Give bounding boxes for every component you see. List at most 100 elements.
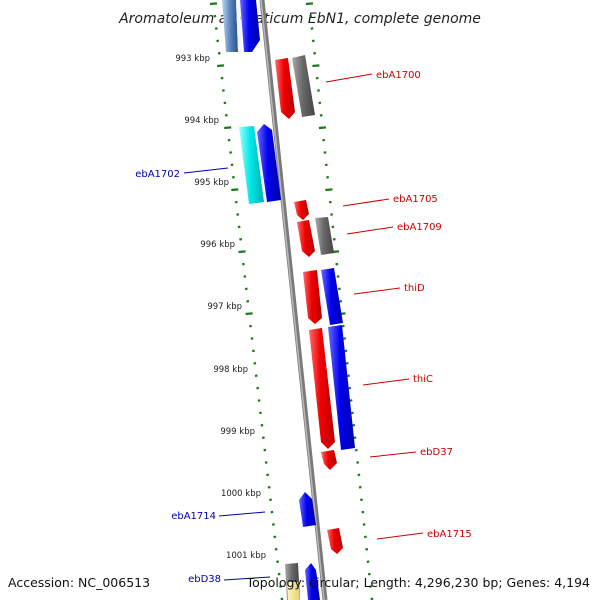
gene-arrow-ebA1700 <box>275 58 295 119</box>
scale-ticks <box>209 2 374 600</box>
tick-mark-outer <box>331 225 335 229</box>
tick-mark-outer <box>361 510 365 514</box>
tick-mark-inner <box>217 51 221 55</box>
tick-mark-inner <box>245 312 253 316</box>
tick-mark-inner <box>224 113 228 117</box>
gene-label-ebD37: ebD37 <box>420 447 453 458</box>
tick-mark-outer <box>317 89 320 92</box>
tick-mark-outer <box>354 448 358 452</box>
backbone-highlight <box>260 0 325 600</box>
tick-mark-outer <box>363 535 367 539</box>
tick-mark-inner <box>257 399 261 402</box>
gene-arrow-thiC <box>309 328 335 449</box>
tick-mark-inner <box>246 299 250 303</box>
tick-mark-inner <box>209 2 218 6</box>
tick-mark-outer <box>343 337 347 340</box>
tick-mark-inner <box>264 461 268 464</box>
tick-mark-outer <box>326 175 330 179</box>
tick-mark-outer <box>362 523 366 526</box>
gene-arrow-ebA1702 <box>239 126 264 204</box>
tick-mark-inner <box>234 200 238 204</box>
tick-mark-inner <box>269 498 272 502</box>
tick-mark-outer <box>315 76 319 80</box>
tick-mark-outer <box>336 275 340 278</box>
tick-mark-inner <box>237 225 241 229</box>
genome-backbone <box>259 0 328 600</box>
gene-label-ebA1705: ebA1705 <box>393 194 438 205</box>
gene-label-thiC: thiC <box>413 374 433 385</box>
tick-mark-inner <box>276 560 280 564</box>
tick-mark-inner <box>254 374 258 378</box>
gene-label-thiD: thiD <box>404 283 425 294</box>
tick-mark-inner <box>253 361 257 365</box>
label-line-thiC <box>362 378 410 386</box>
tick-mark-inner <box>266 473 270 477</box>
tick-mark-outer <box>344 349 348 353</box>
gene-arrow-ebA1705 <box>294 200 309 220</box>
tick-mark-outer <box>328 200 332 204</box>
tick-mark-inner <box>223 101 227 105</box>
tick-mark-inner <box>224 126 232 130</box>
tick-mark-inner <box>280 597 284 600</box>
tick-mark-outer <box>330 213 334 216</box>
gene-arrow-blue-5 <box>305 563 320 600</box>
label-line-ebA1714 <box>218 511 266 517</box>
tick-mark-outer <box>309 14 313 18</box>
gene-arrow-blue-2 <box>257 124 281 202</box>
tick-mark-inner <box>238 250 246 254</box>
tick-mark-outer <box>311 39 315 43</box>
gene-arrow-gray-1 <box>292 55 315 117</box>
tick-mark-inner <box>213 14 217 18</box>
tick-mark-outer <box>352 423 356 427</box>
tick-mark-outer <box>318 126 326 130</box>
tick-mark-inner <box>216 39 220 43</box>
tick-mark-inner <box>244 287 248 291</box>
tick-mark-inner <box>261 436 265 440</box>
tick-mark-outer <box>370 597 374 600</box>
tick-mark-inner <box>274 547 278 551</box>
tick-mark-outer <box>305 2 313 6</box>
label-line-thiD <box>353 287 401 295</box>
tick-mark-inner <box>230 163 234 167</box>
label-line-ebD37 <box>369 451 417 458</box>
tick-mark-inner <box>273 535 277 539</box>
tick-mark-inner <box>214 27 218 30</box>
gene-arrow-gray-2 <box>315 217 334 255</box>
tick-mark-inner <box>270 510 274 514</box>
tick-mark-inner <box>250 337 254 340</box>
tick-mark-outer <box>365 547 369 551</box>
tick-mark-outer <box>369 585 373 588</box>
tick-mark-inner <box>221 89 225 92</box>
kbp-label-995: 995 kbp <box>194 178 229 188</box>
gene-label-ebA1702: ebA1702 <box>135 169 180 180</box>
label-line-ebA1705 <box>342 198 390 207</box>
kbp-label-999: 999 kbp <box>220 427 255 437</box>
kbp-label-998: 998 kbp <box>213 365 248 375</box>
tick-mark-inner <box>260 423 264 427</box>
tick-mark-outer <box>347 374 350 378</box>
tick-mark-outer <box>366 560 370 564</box>
tick-mark-outer <box>319 113 323 117</box>
label-line-ebA1700 <box>325 73 373 83</box>
tick-mark-outer <box>312 64 320 68</box>
kbp-label-997: 997 kbp <box>207 302 242 312</box>
tick-mark-outer <box>350 411 354 415</box>
tick-mark-inner <box>241 262 245 266</box>
tick-mark-inner <box>267 485 271 489</box>
gene-arrow-ebD37 <box>321 450 337 470</box>
gene-label-ebD38: ebD38 <box>188 574 221 585</box>
topology-text: Topology: circular; Length: 4,296,230 bp… <box>246 575 590 590</box>
kbp-label-994: 994 kbp <box>184 116 219 126</box>
kbp-label-993: 993 kbp <box>175 54 210 64</box>
tick-mark-inner <box>251 349 255 353</box>
tick-mark-outer <box>323 151 327 154</box>
gene-arrow-yellow <box>287 582 300 600</box>
gene-arrow-blue-top <box>240 0 260 52</box>
label-line-ebA1702 <box>183 167 229 174</box>
kbp-label-996: 996 kbp <box>200 240 235 250</box>
tick-mark-outer <box>360 498 363 502</box>
gene-arrow-blue-4 <box>328 325 355 450</box>
tick-mark-inner <box>236 213 240 216</box>
tick-mark-inner <box>231 175 235 179</box>
